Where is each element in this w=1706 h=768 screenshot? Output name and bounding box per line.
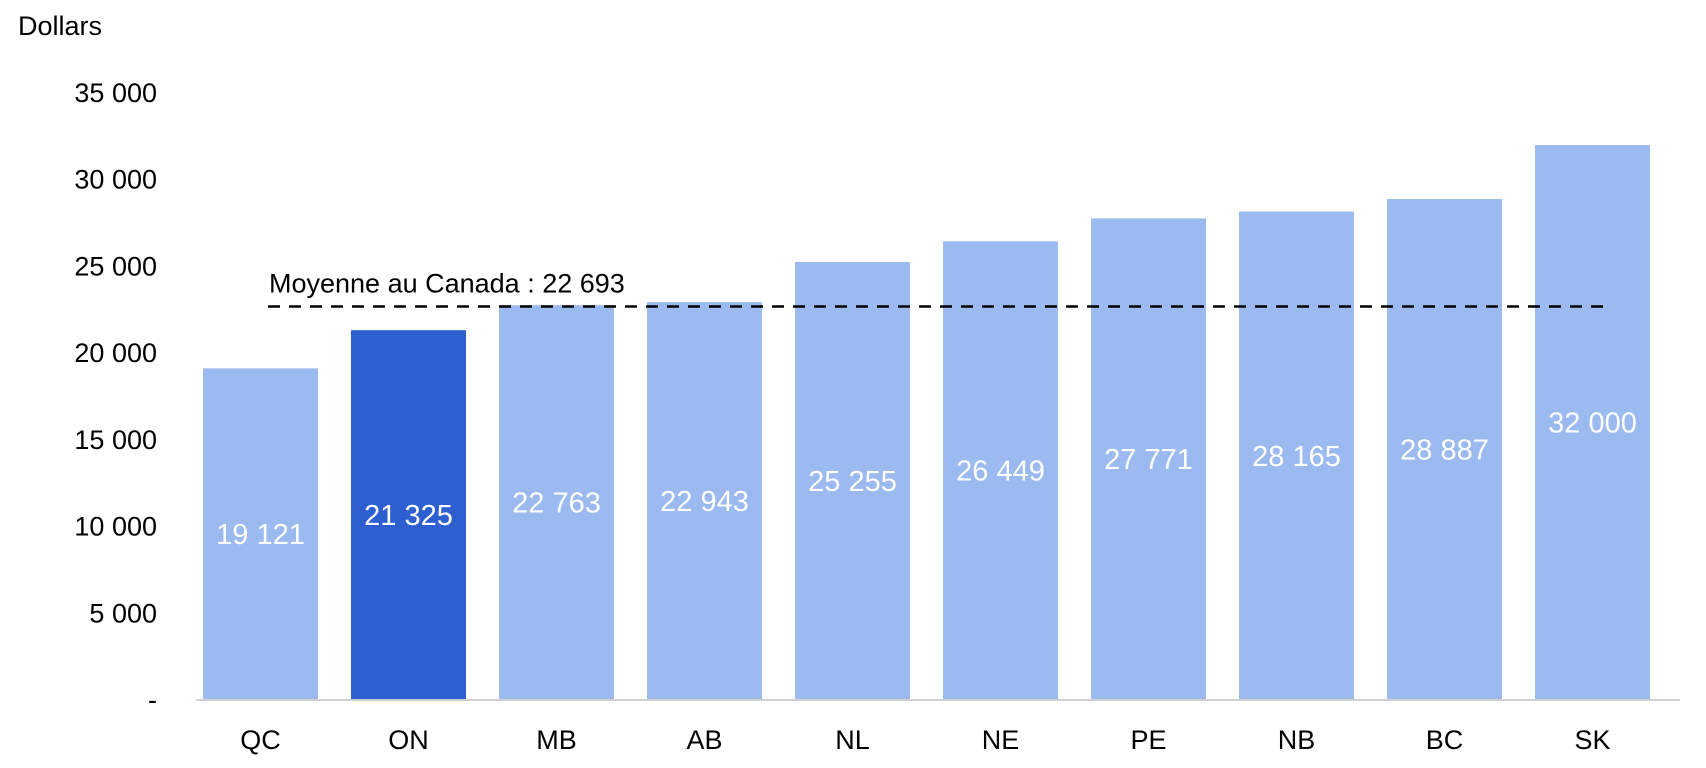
bar-nl [795, 262, 910, 700]
bar-sk [1535, 145, 1650, 700]
bar-value-labels: 19 121 21 325 22 763 22 943 25 255 26 449 27 7… [216, 408, 1637, 552]
average-reference-label: Moyenne au Canada : 22 693 [269, 268, 625, 298]
bar-value-label: 25 255 [808, 466, 897, 498]
bar-value-label: 22 763 [512, 488, 601, 520]
bar-qc [203, 368, 318, 700]
x-category-label: SK [1574, 725, 1610, 755]
y-tick-label: - [148, 685, 157, 715]
x-category-label: PE [1130, 725, 1166, 755]
y-axis-label: Dollars [18, 11, 102, 41]
bar-value-label: 22 943 [660, 486, 749, 518]
bar-ne [943, 241, 1058, 700]
bar-value-label: 19 121 [216, 519, 305, 551]
x-category-label: ON [388, 725, 429, 755]
x-category-label: MB [536, 725, 577, 755]
bar-ab [647, 302, 762, 700]
bar-value-label: 27 771 [1104, 444, 1193, 476]
bar-on [351, 330, 466, 700]
x-category-label: QC [240, 725, 281, 755]
bar-value-label: 28 165 [1252, 441, 1341, 473]
y-tick-label: 25 000 [74, 251, 157, 281]
x-category-label: BC [1426, 725, 1464, 755]
bar-value-label: 21 325 [364, 500, 453, 532]
bar-bc [1387, 199, 1502, 700]
bar-value-label: 28 887 [1400, 435, 1489, 467]
bar-pe [1091, 218, 1206, 700]
bar-value-label: 32 000 [1548, 408, 1637, 440]
bar-value-label: 26 449 [956, 456, 1045, 488]
y-tick-label: 20 000 [74, 338, 157, 368]
y-tick-label: 5 000 [89, 598, 157, 628]
y-tick-label: 15 000 [74, 425, 157, 455]
x-category-label: NE [982, 725, 1020, 755]
y-tick-label: 35 000 [74, 78, 157, 108]
y-tick-label: 30 000 [74, 165, 157, 195]
x-axis-categories: QC ON MB AB NL NE PE NB BC SK [240, 725, 1610, 755]
y-axis-ticks: - 5 000 10 000 15 000 20 000 25 000 30 000 35 0… [74, 78, 157, 715]
bar-mb [499, 305, 614, 700]
y-tick-label: 10 000 [74, 512, 157, 542]
x-category-label: NB [1278, 725, 1316, 755]
bars [203, 145, 1650, 700]
bar-nb [1239, 211, 1354, 700]
x-category-label: NL [835, 725, 870, 755]
x-category-label: AB [686, 725, 722, 755]
